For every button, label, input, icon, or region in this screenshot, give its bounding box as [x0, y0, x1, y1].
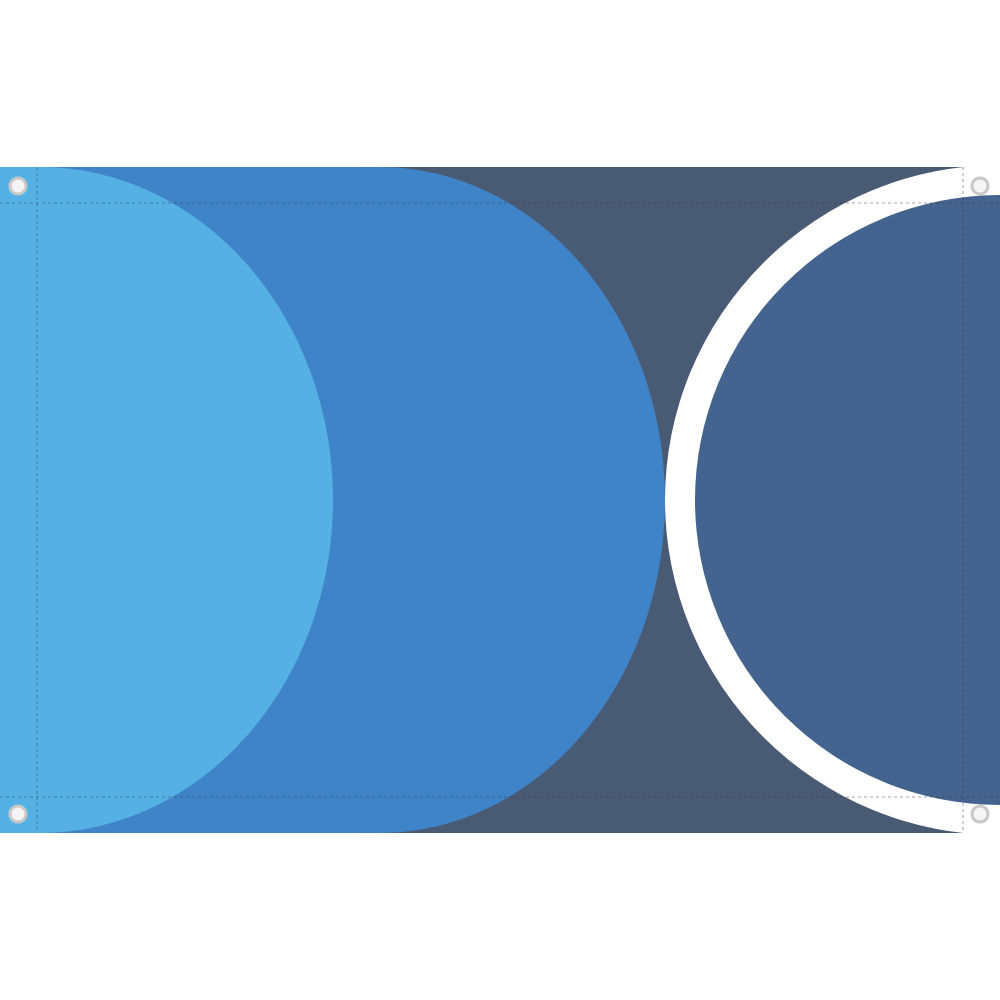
- grommet: [8, 804, 28, 824]
- banner: [0, 167, 1000, 833]
- right-circle: [695, 195, 1000, 805]
- hem-lines: [0, 167, 1000, 833]
- light-blue-half-circle: [0, 167, 333, 833]
- grommets: [8, 176, 990, 824]
- grommet: [970, 176, 990, 196]
- grommet: [8, 176, 28, 196]
- grommet: [970, 804, 990, 824]
